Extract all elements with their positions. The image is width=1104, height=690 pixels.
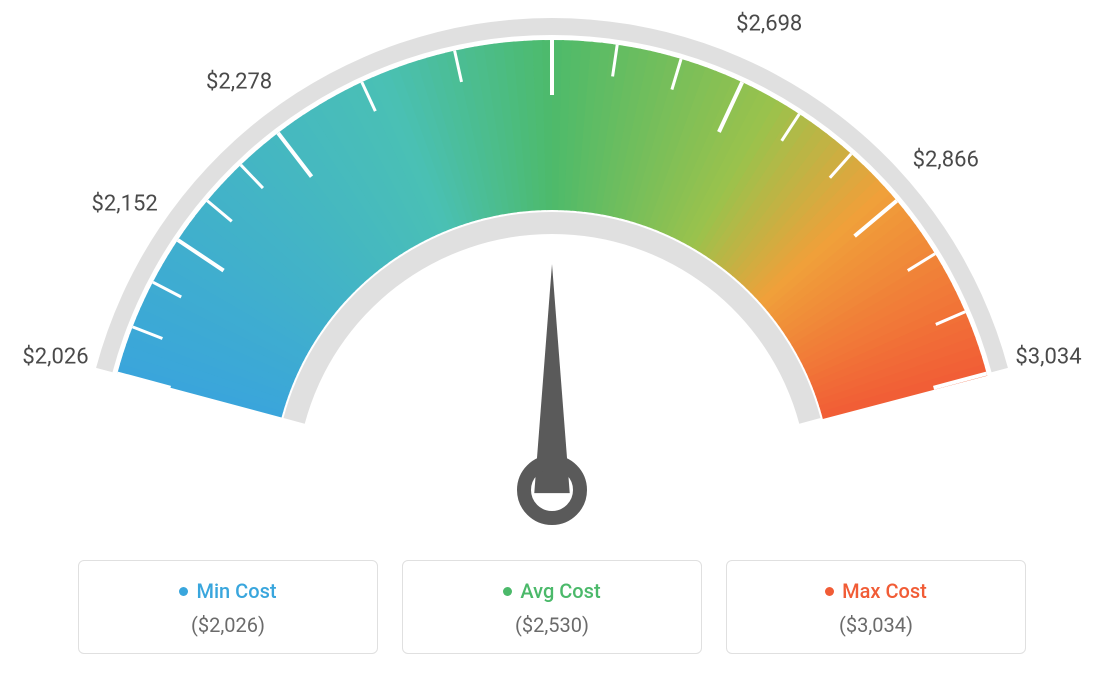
gauge-tick-label: $2,278 (206, 70, 272, 95)
gauge-tick-label: $2,698 (736, 12, 802, 37)
legend-card-min: Min Cost ($2,026) (78, 560, 378, 654)
gauge-tick-label: $3,034 (1015, 344, 1081, 369)
dot-icon (825, 587, 834, 596)
legend-label: Min Cost (196, 579, 276, 603)
dot-icon (503, 587, 512, 596)
legend-title-max: Max Cost (747, 579, 1005, 603)
legend-row: Min Cost ($2,026) Avg Cost ($2,530) Max … (0, 560, 1104, 654)
dot-icon (179, 587, 188, 596)
gauge-chart: $2,026$2,152$2,278$2,530$2,698$2,866$3,0… (0, 0, 1104, 560)
legend-value: ($3,034) (747, 613, 1005, 637)
legend-title-min: Min Cost (99, 579, 357, 603)
gauge-svg (0, 0, 1104, 560)
legend-title-avg: Avg Cost (423, 579, 681, 603)
gauge-tick-label: $2,026 (22, 344, 88, 369)
legend-card-avg: Avg Cost ($2,530) (402, 560, 702, 654)
legend-label: Max Cost (842, 579, 927, 603)
legend-card-max: Max Cost ($3,034) (726, 560, 1026, 654)
legend-value: ($2,530) (423, 613, 681, 637)
gauge-tick-label: $2,866 (913, 147, 979, 172)
gauge-tick-label: $2,152 (92, 192, 158, 217)
legend-label: Avg Cost (520, 579, 600, 603)
legend-value: ($2,026) (99, 613, 357, 637)
